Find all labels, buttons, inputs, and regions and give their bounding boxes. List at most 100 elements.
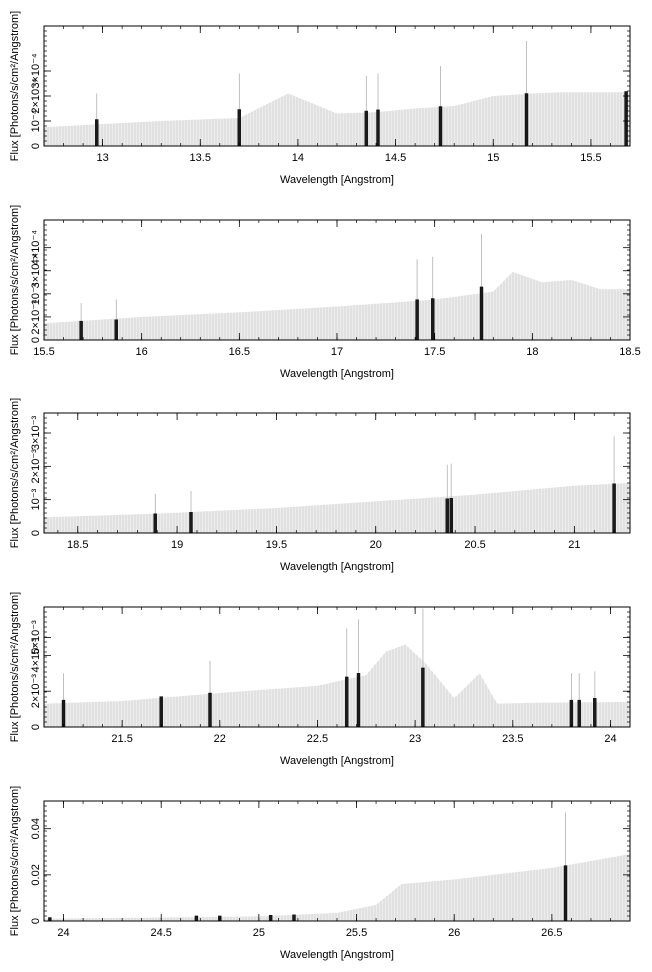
y-tick-label: 5×10⁻³ <box>30 620 42 655</box>
x-axis-title: Wavelength [Angstrom] <box>280 755 394 767</box>
x-tick-label: 25 <box>253 927 265 939</box>
y-tick-label: 2×10⁻³ <box>30 449 42 484</box>
y-tick-label: 0 <box>30 530 42 536</box>
y-tick-label: 10⁻⁴ <box>30 282 42 305</box>
x-axis-title: Wavelength [Angstrom] <box>280 561 394 573</box>
x-axis-title: Wavelength [Angstrom] <box>280 174 394 186</box>
x-tick-label: 15.5 <box>580 152 601 164</box>
emission-line-bar <box>593 698 597 728</box>
x-tick-label: 20.5 <box>464 539 485 551</box>
x-tick-label: 23.5 <box>502 733 523 745</box>
y-tick-label: 4×10⁻⁴ <box>30 230 42 266</box>
y-tick-label: 0 <box>30 724 42 730</box>
x-tick-label: 26 <box>448 927 460 939</box>
continuum-fill <box>44 92 630 146</box>
y-tick-label: 10⁻⁴ <box>30 109 42 132</box>
x-tick-label: 23 <box>409 733 421 745</box>
emission-line-bar <box>445 498 449 534</box>
emission-line-bar <box>94 119 99 147</box>
y-tick-label: 0.02 <box>30 864 42 885</box>
continuum-spectrum <box>44 271 630 340</box>
emission-line-bar <box>415 299 419 341</box>
x-tick-label: 16.5 <box>229 346 250 358</box>
y-axis-title: Flux [Photons/s/cm²/Angstrom] <box>9 11 21 161</box>
y-tick-label: 3×10⁻⁴ <box>30 53 42 89</box>
y-axis-title: Flux [Photons/s/cm²/Angstrom] <box>9 398 21 548</box>
x-tick-label: 20 <box>370 539 382 551</box>
spectrum-panel-1: 13 13.5 14 14.5 15 15.5 0 10⁻⁴2×10⁻⁴3×10⁻⁴ Wavel… <box>9 11 631 186</box>
x-tick-label: 16 <box>136 346 148 358</box>
emission-line-bar <box>577 699 581 728</box>
x-tick-label: 24.5 <box>150 927 171 939</box>
x-tick-label: 15 <box>487 152 499 164</box>
y-tick-label: 0 <box>30 918 42 924</box>
continuum-spectrum <box>44 92 630 146</box>
x-tick-label: 19.5 <box>266 539 287 551</box>
x-tick-label: 24 <box>57 927 69 939</box>
emission-line-bar <box>237 109 242 147</box>
spectrum-panel-5: 24 24.5 25 25.5 26 26.5 0 0.02 0.04 Wavelength [A… <box>9 786 631 961</box>
x-tick-label: 18.5 <box>619 346 640 358</box>
y-axis-title: Flux [Photons/s/cm²/Angstrom] <box>9 205 21 355</box>
x-tick-label: 25.5 <box>346 927 367 939</box>
emission-line-bar <box>624 91 628 147</box>
emission-line-bar <box>345 676 349 728</box>
x-tick-label: 15.5 <box>33 346 54 358</box>
x-tick-label: 19 <box>171 539 183 551</box>
emission-line-bar <box>569 699 574 728</box>
continuum-fill <box>44 854 630 921</box>
emission-line-bar <box>524 93 529 147</box>
y-tick-label: 4×10⁻³ <box>30 638 42 673</box>
continuum-spectrum <box>44 644 630 727</box>
emission-line-bar <box>364 110 368 147</box>
continuum-fill <box>44 271 630 340</box>
emission-line-bar <box>376 109 380 147</box>
x-axis-title: Wavelength [Angstrom] <box>280 949 394 961</box>
emission-line-bar <box>114 319 119 341</box>
y-tick-label: 10⁻³ <box>30 488 42 510</box>
emission-line-bar <box>612 483 616 534</box>
y-tick-label: 2×10⁻³ <box>30 674 42 709</box>
continuum-spectrum <box>44 854 630 921</box>
x-axis-title: Wavelength [Angstrom] <box>280 368 394 380</box>
emission-line-bar <box>438 106 443 147</box>
emission-line-bar <box>292 914 296 922</box>
x-tick-label: 18.5 <box>67 539 88 551</box>
emission-line-bar <box>421 667 425 728</box>
y-tick-label: 0 <box>30 143 42 149</box>
emission-line-bar <box>268 915 273 922</box>
y-axis-title: Flux [Photons/s/cm²/Angstrom] <box>9 592 21 742</box>
x-tick-label: 18 <box>526 346 538 358</box>
spectrum-panel-3: 18.5 19 19.5 20 20.5 21 0 10⁻³ 2×10⁻³3×10⁻³ Wavel… <box>9 398 631 573</box>
emission-line-bar <box>431 298 435 341</box>
y-tick-label: 0 <box>30 337 42 343</box>
x-tick-label: 21.5 <box>111 733 132 745</box>
emission-line-bar <box>356 673 361 728</box>
y-axis-title: Flux [Photons/s/cm²/Angstrom] <box>9 786 21 936</box>
emission-line-bar <box>208 692 212 728</box>
spectrum-panel-4: 21.5 22 22.5 23 23.5 24 0 2×10⁻³4×10⁻³5×10⁻³ Wav… <box>9 592 631 767</box>
x-tick-label: 13 <box>96 152 108 164</box>
x-tick-label: 24 <box>604 733 616 745</box>
emission-line-bar <box>79 320 83 341</box>
emission-line-bar <box>194 915 199 922</box>
emission-line-bar <box>61 699 66 728</box>
y-tick-label: 2×10⁻⁴ <box>30 299 42 335</box>
emission-line-bar <box>563 865 568 922</box>
emission-line-bar <box>449 498 453 534</box>
emission-line-bar <box>479 286 484 341</box>
emission-line-bar <box>48 917 52 922</box>
spectrum-panel-2: 15.5 16 16.5 17 17.5 18 18.5 0 2×10⁻⁴10⁻⁴3×10⁻⁴4… <box>9 205 641 380</box>
x-tick-label: 22 <box>214 733 226 745</box>
emission-line-bar <box>159 696 163 728</box>
y-tick-label: 0.04 <box>30 818 42 839</box>
emission-line-bar <box>189 512 193 534</box>
x-tick-label: 17 <box>331 346 343 358</box>
emission-line-bar <box>153 513 157 534</box>
x-tick-label: 26.5 <box>541 927 562 939</box>
y-tick-label: 2×10⁻⁴ <box>30 78 42 114</box>
continuum-fill <box>44 644 630 727</box>
x-tick-label: 17.5 <box>424 346 445 358</box>
x-tick-label: 13.5 <box>190 152 211 164</box>
